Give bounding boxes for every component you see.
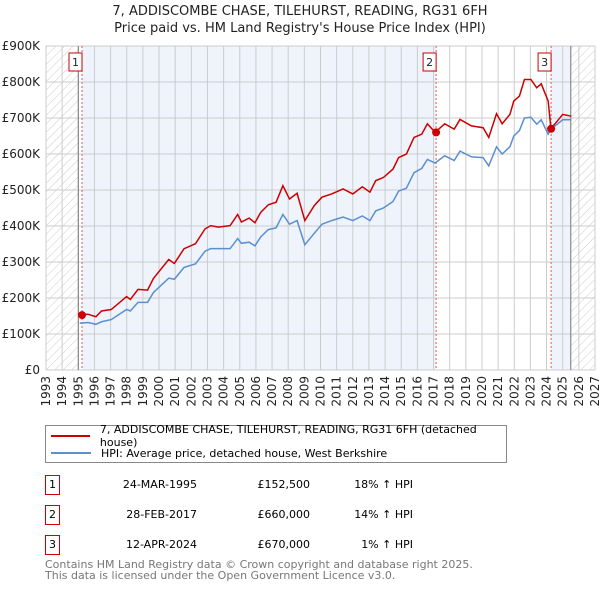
legend-swatch-red bbox=[51, 435, 90, 437]
x-tick-label: 2018 bbox=[443, 376, 457, 407]
x-tick-label: 2015 bbox=[394, 376, 408, 407]
sale-date: 12-APR-2024 bbox=[125, 538, 197, 551]
y-tick-label: £600K bbox=[2, 147, 42, 161]
sale-date: 24-MAR-1995 bbox=[122, 478, 197, 491]
x-tick-label: 2009 bbox=[297, 376, 311, 407]
legend-item-hpi: HPI: Average price, detached house, West… bbox=[46, 445, 387, 461]
sale-point-3 bbox=[547, 124, 556, 133]
sale-price: £660,000 bbox=[257, 508, 311, 521]
x-tick-label: 2006 bbox=[249, 376, 263, 407]
x-tick-label: 1996 bbox=[87, 376, 101, 407]
x-tick-label: 2000 bbox=[152, 376, 166, 407]
sale-point-1 bbox=[78, 311, 87, 320]
y-tick-label: £100K bbox=[2, 327, 42, 341]
legend-swatch-blue bbox=[51, 452, 91, 454]
sale-row: 2 28-FEB-2017 £660,000 14% ↑ HPI bbox=[45, 505, 445, 525]
sale-price: £670,000 bbox=[257, 538, 311, 551]
chart-title: 7, ADDISCOMBE CHASE, TILEHURST, READING,… bbox=[112, 4, 488, 19]
sale-label-box-2 bbox=[422, 52, 437, 72]
x-tick-label: 2001 bbox=[168, 376, 182, 407]
y-tick-label: £300K bbox=[2, 255, 42, 269]
sale-date: 28-FEB-2017 bbox=[126, 508, 197, 521]
x-tick-label: 1995 bbox=[71, 376, 85, 407]
x-tick-label: 1994 bbox=[55, 376, 69, 407]
legend-label: HPI: Average price, detached house, West… bbox=[101, 446, 388, 460]
legend-label: 7, ADDISCOMBE CHASE, TILEHURST, READING,… bbox=[99, 423, 477, 449]
chart-subtitle: Price paid vs. HM Land Registry's House … bbox=[114, 21, 486, 36]
x-tick-label: 2027 bbox=[588, 376, 600, 407]
shaded-period-1 bbox=[82, 46, 437, 370]
footer-licence: This data is licensed under the Open Gov… bbox=[45, 569, 396, 582]
sale-number: 3 bbox=[45, 535, 60, 555]
footer-copyright: Contains HM Land Registry data © Crown c… bbox=[45, 558, 473, 571]
x-tick-label: 2020 bbox=[475, 376, 489, 407]
x-tick-label: 2016 bbox=[410, 376, 424, 407]
hpi-line bbox=[79, 116, 572, 326]
x-tick-label: 2013 bbox=[362, 376, 376, 407]
hatched-region-after-data bbox=[570, 46, 595, 370]
y-tick-label: £700K bbox=[2, 111, 42, 125]
y-tick-label: £800K bbox=[2, 75, 42, 89]
x-tick-label: 1993 bbox=[39, 376, 53, 407]
sale-price: £152,500 bbox=[257, 478, 311, 491]
y-tick-label: £200K bbox=[2, 291, 42, 305]
x-tick-label: 1999 bbox=[136, 376, 150, 407]
sale-hpi-change: 1% ↑ HPI bbox=[361, 538, 413, 551]
x-tick-label: 2003 bbox=[200, 376, 214, 407]
sale-hpi-change: 14% ↑ HPI bbox=[354, 508, 413, 521]
legend: 7, ADDISCOMBE CHASE, TILEHURST, READING,… bbox=[45, 423, 507, 463]
x-tick-label: 2025 bbox=[556, 376, 570, 407]
x-tick-label: 2012 bbox=[346, 376, 360, 407]
x-tick-label: 2008 bbox=[281, 376, 295, 407]
y-tick-label: £900K bbox=[2, 39, 42, 53]
x-tick-label: 2017 bbox=[427, 376, 441, 407]
sale-number: 1 bbox=[45, 475, 60, 495]
x-tick-label: 2023 bbox=[523, 376, 537, 407]
x-tick-label: 1997 bbox=[104, 376, 118, 407]
sale-label-box-3 bbox=[537, 52, 552, 72]
shaded-period-3 bbox=[551, 46, 571, 370]
x-tick-label: 2026 bbox=[572, 376, 586, 407]
sale-row: 1 24-MAR-1995 £152,500 18% ↑ HPI bbox=[45, 475, 445, 495]
sale-label-box-1 bbox=[68, 52, 83, 72]
x-tick-label: 2010 bbox=[314, 376, 328, 407]
y-tick-label: £400K bbox=[2, 219, 42, 233]
x-tick-label: 2007 bbox=[265, 376, 279, 407]
y-tick-label: £500K bbox=[2, 183, 42, 197]
x-tick-label: 2002 bbox=[184, 376, 198, 407]
sale-hpi-change: 18% ↑ HPI bbox=[354, 478, 413, 491]
sale-number: 2 bbox=[45, 505, 60, 525]
x-tick-label: 2019 bbox=[459, 376, 473, 407]
x-tick-label: 2004 bbox=[217, 376, 231, 407]
x-tick-label: 1998 bbox=[120, 376, 134, 407]
sale-label-1: 1 bbox=[72, 56, 79, 69]
sale-label-2: 2 bbox=[426, 56, 433, 69]
legend-item-property: 7, ADDISCOMBE CHASE, TILEHURST, READING,… bbox=[46, 423, 506, 449]
sale-label-3: 3 bbox=[541, 56, 548, 69]
plot-area: 1993 1994 1995 1996 1997 1998 1999 2000 2001 2002… bbox=[2, 39, 600, 407]
sale-point-2 bbox=[432, 128, 441, 137]
y-tick-label: £0 bbox=[25, 363, 40, 377]
x-tick-label: 2024 bbox=[540, 376, 554, 407]
price-paid-line bbox=[79, 78, 572, 318]
sale-row: 3 12-APR-2024 £670,000 1% ↑ HPI bbox=[45, 535, 445, 555]
x-tick-label: 2021 bbox=[491, 376, 505, 407]
x-tick-label: 2005 bbox=[233, 376, 247, 407]
x-tick-label: 2011 bbox=[330, 376, 344, 407]
x-tick-label: 2022 bbox=[507, 376, 521, 407]
x-tick-label: 2014 bbox=[378, 376, 392, 407]
